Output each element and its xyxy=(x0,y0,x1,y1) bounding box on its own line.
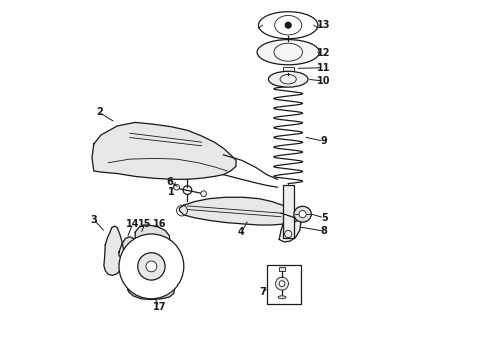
Polygon shape xyxy=(92,122,236,179)
Circle shape xyxy=(275,277,289,290)
Ellipse shape xyxy=(294,206,311,222)
Text: 14: 14 xyxy=(126,219,140,229)
Text: 7: 7 xyxy=(259,287,266,297)
Text: 15: 15 xyxy=(138,219,152,229)
Text: 5: 5 xyxy=(321,213,328,223)
Bar xyxy=(267,265,301,304)
Polygon shape xyxy=(135,225,170,256)
Circle shape xyxy=(119,234,184,299)
Circle shape xyxy=(174,184,179,190)
Polygon shape xyxy=(279,212,301,242)
Text: 10: 10 xyxy=(317,76,330,86)
Polygon shape xyxy=(128,280,175,300)
Circle shape xyxy=(285,22,291,28)
Polygon shape xyxy=(119,237,136,259)
Text: 9: 9 xyxy=(320,136,327,146)
Ellipse shape xyxy=(257,40,319,65)
Bar xyxy=(279,267,285,271)
Ellipse shape xyxy=(278,296,286,299)
Circle shape xyxy=(279,281,285,287)
Bar xyxy=(283,67,294,75)
Circle shape xyxy=(146,261,157,272)
Ellipse shape xyxy=(269,71,308,87)
Text: 4: 4 xyxy=(238,227,245,237)
Text: 16: 16 xyxy=(152,219,166,229)
Text: 2: 2 xyxy=(96,107,102,117)
Polygon shape xyxy=(104,226,124,275)
Text: 13: 13 xyxy=(317,20,330,30)
Circle shape xyxy=(201,191,206,197)
Text: 6: 6 xyxy=(167,177,173,187)
Text: 8: 8 xyxy=(321,226,328,236)
Text: 1: 1 xyxy=(168,186,174,197)
Polygon shape xyxy=(179,197,299,225)
Circle shape xyxy=(299,211,306,218)
Text: 12: 12 xyxy=(317,48,330,58)
Text: 11: 11 xyxy=(317,63,330,73)
Bar xyxy=(283,185,294,238)
Circle shape xyxy=(138,253,165,280)
Text: 17: 17 xyxy=(152,302,166,312)
Text: 3: 3 xyxy=(91,215,97,225)
